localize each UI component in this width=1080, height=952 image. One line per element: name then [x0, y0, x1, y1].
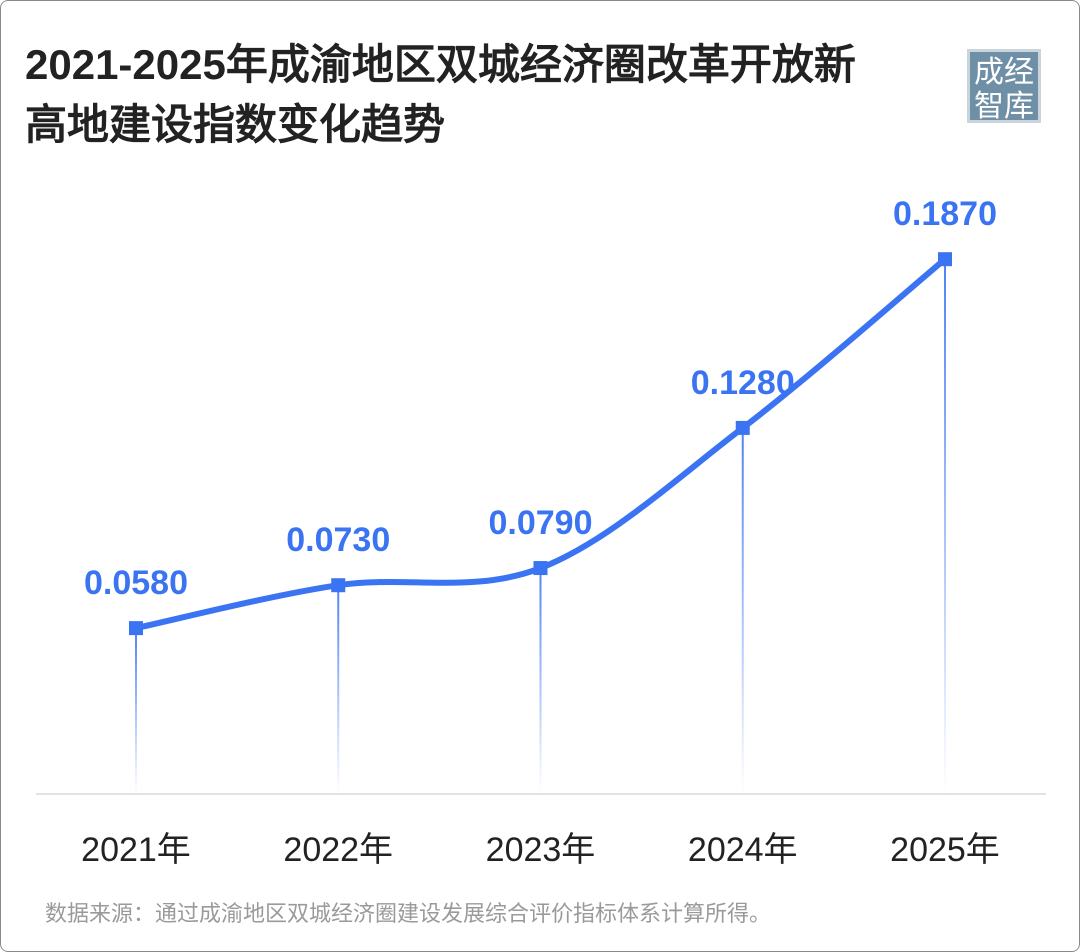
x-tick-label: 2022年 — [283, 831, 393, 869]
point-marker — [129, 621, 143, 636]
chart-title: 2021-2025年成渝地区双城经济圈改革开放新高地建设指数变化趋势 — [25, 41, 856, 148]
x-tick-label: 2021年 — [81, 831, 191, 869]
logo: 成经智库 — [967, 49, 1041, 123]
x-tick-label: 2023年 — [486, 831, 596, 869]
value-label: 0.1870 — [893, 195, 997, 233]
point-marker — [533, 561, 548, 576]
x-tick-label: 2024年 — [688, 831, 798, 869]
point-marker — [331, 578, 346, 593]
x-tick-label: 2025年 — [890, 831, 1000, 869]
value-label: 0.0730 — [286, 521, 390, 559]
point-marker — [735, 420, 750, 435]
source-note: 数据来源：通过成渝地区双城经济圈建设发展综合评价指标体系计算所得。 — [45, 901, 771, 926]
point-marker — [938, 252, 952, 267]
value-label: 0.0790 — [489, 504, 593, 542]
value-label: 0.1280 — [691, 364, 795, 402]
value-label: 0.0580 — [84, 564, 188, 602]
